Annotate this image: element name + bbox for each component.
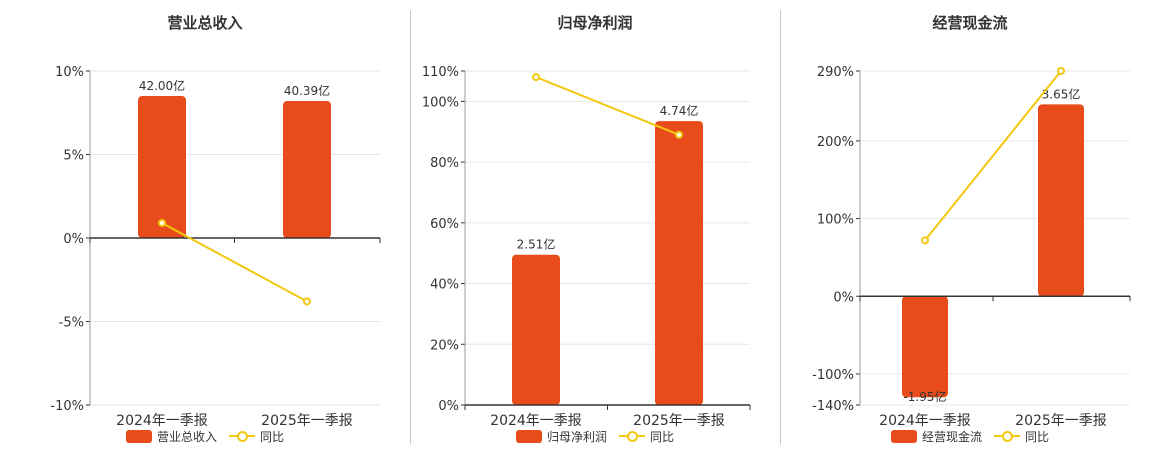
- bar-value-label: 4.74亿: [660, 103, 699, 118]
- bar-value-label: 42.00亿: [139, 78, 185, 93]
- y-tick-label: 100%: [817, 213, 854, 228]
- bar: [1038, 104, 1084, 297]
- legend-bar-swatch: [515, 429, 542, 443]
- legend-line-swatch: [229, 429, 255, 443]
- net-profit-chart: 110% 100% 80% 60% 40% 20% 0% 2.51亿 2024年一季报 4.74亿…: [422, 65, 751, 429]
- yoy-point: [303, 297, 311, 306]
- yoy-point: [921, 236, 929, 245]
- cash-flow-chart: 290% 200% 100% 0% -100% -140% -1.95亿 2024年一季报 3.…: [812, 65, 1131, 429]
- legend-line-label: 同比: [1025, 429, 1050, 444]
- y-tick-label: 40%: [430, 278, 459, 293]
- y-tick-label: 10%: [55, 65, 84, 80]
- y-tick-label: 200%: [817, 135, 854, 150]
- bar: [283, 101, 331, 238]
- y-tick-label: 0%: [438, 399, 459, 414]
- x-tick-label: 2024年一季报: [879, 413, 971, 429]
- yoy-point: [675, 130, 683, 139]
- chart-panel-operating-cash-flow: 经营现金流 290% 200% 100% 0% -100% -140% -1.95亿 2024…: [780, 0, 1160, 450]
- y-tick-label: 100%: [422, 95, 459, 110]
- y-tick-label: 0%: [833, 290, 854, 305]
- bar-value-label: 3.65亿: [1042, 86, 1081, 101]
- yoy-line: [924, 70, 1062, 241]
- bar: [655, 121, 703, 405]
- chart-panel-net-profit: 归母净利润 110% 100% 80% 60% 40% 20% 0% 2.51亿 2024年一季…: [410, 0, 780, 450]
- revenue-chart: 10% 5% 0% -5% -10% 42.00亿 2024年一季报 40.39亿 2025年一…: [50, 65, 381, 429]
- y-tick-label: -100%: [812, 368, 854, 383]
- legend-item-line[interactable]: 同比: [229, 428, 284, 445]
- y-tick-label: -5%: [59, 316, 84, 331]
- y-tick-label: 20%: [430, 338, 459, 353]
- chart-panel-revenue: 营业总收入 10% 5% 0% -5% -10% 42.00亿 2024年一季报 40.39亿…: [0, 0, 410, 450]
- chart-title: 营业总收入: [167, 14, 243, 32]
- legend-line-swatch: [994, 429, 1020, 443]
- x-tick-label: 2024年一季报: [490, 413, 582, 429]
- legend-line-label: 同比: [260, 429, 285, 444]
- yoy-point: [158, 218, 166, 227]
- bar-value-label: 40.39亿: [284, 83, 330, 98]
- legend-item-bar[interactable]: 归母净利润: [515, 428, 607, 445]
- legend-line-label: 同比: [650, 429, 675, 444]
- legend-line-swatch: [619, 429, 645, 443]
- y-tick-label: 110%: [422, 65, 459, 80]
- yoy-line: [535, 76, 680, 136]
- yoy-point: [1057, 67, 1065, 75]
- legend-bar-label: 归母净利润: [546, 429, 607, 444]
- bar: [512, 254, 560, 405]
- legend-item-line[interactable]: 同比: [619, 428, 674, 445]
- panel-divider: [780, 10, 781, 444]
- x-tick-label: 2025年一季报: [1015, 413, 1107, 429]
- y-tick-label: -10%: [50, 399, 84, 414]
- legend-bar-swatch: [890, 429, 917, 443]
- y-tick-label: 5%: [63, 149, 84, 164]
- legend-item-bar[interactable]: 经营现金流: [890, 428, 982, 445]
- bar: [138, 96, 186, 238]
- x-tick-label: 2024年一季报: [116, 413, 208, 429]
- bar-value-label: -1.95亿: [903, 389, 946, 404]
- y-tick-label: -140%: [812, 399, 854, 414]
- chart-title: 归母净利润: [557, 14, 633, 32]
- legend-item-line[interactable]: 同比: [994, 428, 1049, 445]
- legend-bar-label: 营业总收入: [156, 429, 217, 444]
- legend-bar-label: 经营现金流: [921, 429, 982, 444]
- chart-legend: 经营现金流 同比: [780, 427, 1160, 445]
- y-tick-label: 80%: [430, 156, 459, 171]
- yoy-point: [532, 73, 540, 82]
- y-tick-label: 290%: [817, 65, 854, 80]
- chart-title: 经营现金流: [932, 14, 1008, 32]
- panel-divider: [410, 10, 411, 444]
- chart-legend: 归母净利润 同比: [410, 427, 780, 445]
- yoy-line: [161, 222, 308, 303]
- x-tick-label: 2025年一季报: [261, 413, 353, 429]
- y-tick-label: 0%: [63, 232, 84, 247]
- x-tick-label: 2025年一季报: [633, 413, 725, 429]
- legend-item-bar[interactable]: 营业总收入: [125, 428, 217, 445]
- bar-value-label: 2.51亿: [517, 237, 556, 252]
- bar: [902, 296, 948, 398]
- legend-bar-swatch: [125, 429, 152, 443]
- chart-legend: 营业总收入 同比: [0, 427, 410, 445]
- y-tick-label: 60%: [430, 217, 459, 232]
